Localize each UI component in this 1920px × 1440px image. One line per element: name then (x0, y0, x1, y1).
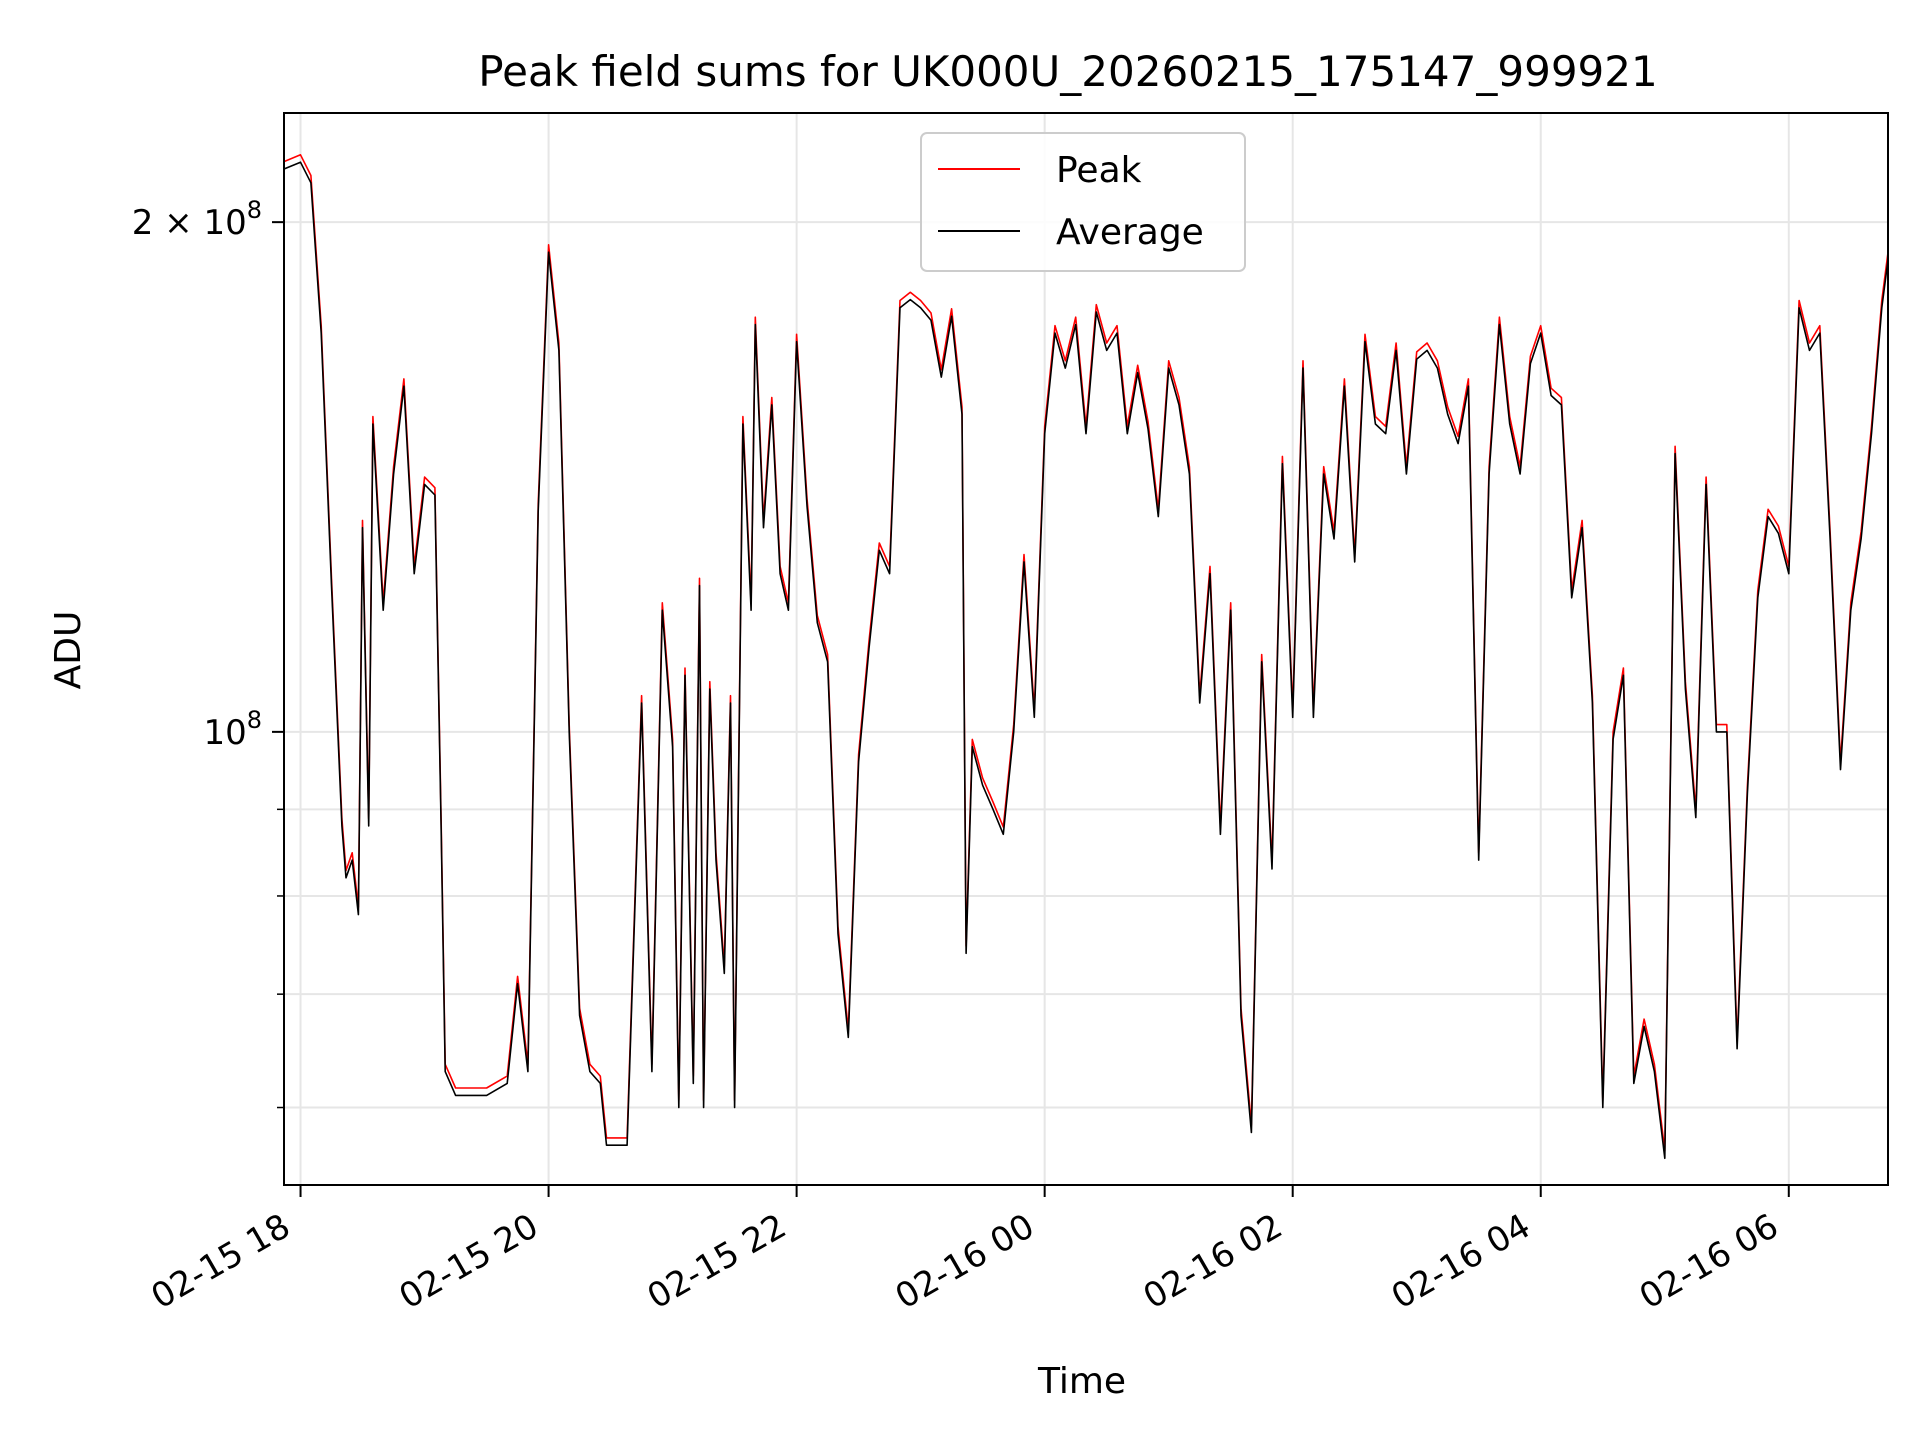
x-axis-label: Time (1037, 1361, 1126, 1402)
legend-label-peak: Peak (1056, 150, 1142, 191)
legend: Peak Average (920, 132, 1246, 272)
legend-label-average: Average (1056, 212, 1204, 253)
series-line-average (284, 161, 1888, 1160)
plot-frame (283, 112, 1889, 1186)
y-tick-label: 2 × 108 (132, 196, 262, 243)
chart-title: Peak field sums for UK000U_20260215_1751… (478, 47, 1657, 96)
y-tick-label: 108 (203, 706, 262, 753)
series-layer (284, 154, 1888, 1160)
grid-layer (284, 113, 1888, 1185)
legend-box (920, 132, 1246, 272)
y-axis-label: ADU (48, 611, 89, 690)
